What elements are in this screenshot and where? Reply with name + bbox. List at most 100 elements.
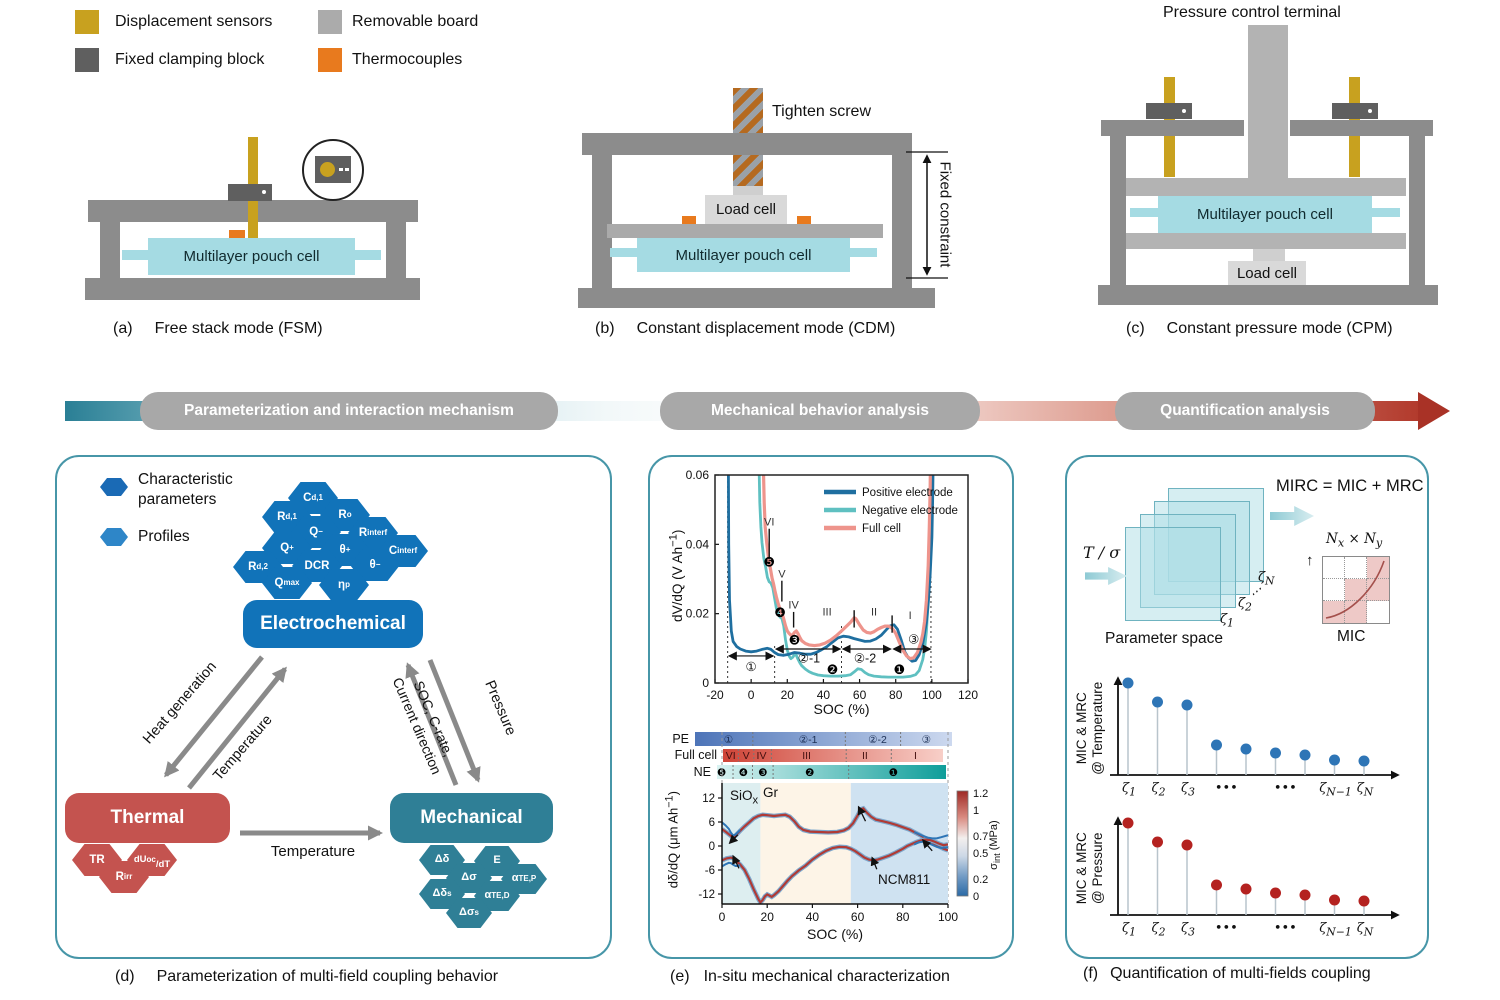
bar-name: NE bbox=[694, 765, 711, 779]
roman-label: II bbox=[871, 606, 877, 618]
chart-text: Full cell bbox=[862, 523, 901, 535]
colorbar-tick: 0.5 bbox=[973, 848, 988, 860]
mic-grid-cell bbox=[1345, 557, 1367, 579]
cdm-left-leg bbox=[592, 155, 612, 288]
cpm-pouch-cell: Multilayer pouch cell bbox=[1158, 196, 1372, 233]
cpm-top-bar-left bbox=[1101, 120, 1244, 136]
stem-chart-temperature bbox=[1110, 676, 1400, 780]
numbered-marker: ❺ bbox=[763, 555, 775, 570]
phase-bar-full-cell bbox=[723, 749, 943, 762]
arrow-line bbox=[870, 856, 880, 870]
stem-x-label: ••• bbox=[1214, 921, 1238, 936]
stem-x-label: ζN bbox=[1356, 921, 1374, 939]
cdm-fixed-constraint-label: Fixed constraint bbox=[936, 161, 954, 268]
mic-grid-cell bbox=[1323, 557, 1345, 579]
cdm-pouch-cell: Multilayer pouch cell bbox=[637, 238, 850, 272]
workflow-step-3: Quantification analysis bbox=[1115, 392, 1375, 430]
stem-dot bbox=[1240, 743, 1252, 755]
curve-upper-blue-end bbox=[913, 831, 948, 840]
stem-x-label: ζ3 bbox=[1181, 921, 1195, 939]
caption-d: (d) Parameterization of multi-field coupl… bbox=[115, 968, 498, 986]
cpm-clamping-block bbox=[1146, 103, 1192, 119]
caption-d-text: Parameterization of multi-field coupling… bbox=[156, 968, 499, 985]
cdm-right-leg bbox=[892, 155, 912, 288]
chart-text: -20 bbox=[706, 688, 724, 702]
bar-segment-label: ❸ bbox=[758, 767, 768, 779]
zeta-1-label: ζ1 bbox=[1220, 612, 1234, 630]
cpm-cell-tab bbox=[1130, 208, 1158, 217]
stem1-ylabel: MIC & MRC @ Temperature bbox=[1073, 681, 1105, 775]
legend-swatch-fixed-clamping-block bbox=[75, 48, 99, 72]
stem-dot bbox=[1152, 696, 1163, 708]
stem-dot bbox=[1122, 677, 1134, 689]
stem-dot bbox=[1122, 817, 1134, 829]
caption-b-text: Constant displacement mode (CDM) bbox=[636, 320, 896, 337]
workflow-arrowhead bbox=[1418, 392, 1450, 430]
fsm-cell-tab bbox=[122, 250, 150, 260]
chart-text: 60 bbox=[853, 688, 867, 702]
stem-dot bbox=[1211, 879, 1222, 891]
zeta-n-label: ζN bbox=[1258, 570, 1275, 588]
bar-segment-label: ③ bbox=[922, 734, 932, 746]
chart-text: 0.06 bbox=[686, 468, 710, 482]
chart2-annotation: NCM811 bbox=[878, 872, 931, 887]
colorbar-tick: 1.2 bbox=[973, 788, 988, 800]
cdm-load-cell: Load cell bbox=[705, 195, 787, 224]
numbered-marker: ❸ bbox=[789, 633, 801, 648]
mirc-equation: MIRC = MIC + MRC bbox=[1276, 477, 1424, 495]
caption-b: (b) Constant displacement mode (CDM) bbox=[595, 320, 895, 338]
stem2-ylabel: MIC & MRC @ Pressure bbox=[1073, 832, 1105, 905]
fsm-clamping-block bbox=[228, 184, 272, 201]
workflow-step-2: Mechanical behavior analysis bbox=[660, 392, 980, 430]
bar-name: Full cell bbox=[675, 748, 717, 762]
cpm-load-cell-neck bbox=[1253, 249, 1285, 261]
fsm-inset-circle bbox=[302, 139, 364, 201]
arrow-label-temperature-horizontal: Temperature bbox=[270, 843, 356, 860]
cpm-terminal-label: Pressure control terminal bbox=[1163, 4, 1341, 21]
stem-x-label: ζN−1 bbox=[1319, 781, 1352, 799]
fsm-inset-sensor-tip bbox=[320, 162, 335, 177]
chart-text: 12 bbox=[702, 793, 715, 805]
stem-x-label: ζN−1 bbox=[1319, 921, 1352, 939]
colorbar bbox=[956, 790, 969, 897]
bar-name: PE bbox=[672, 732, 689, 746]
chart2-annotation: SiOx bbox=[730, 788, 759, 807]
background-band bbox=[722, 783, 761, 904]
chart-text: 100 bbox=[922, 688, 942, 702]
stem-x-label: ζ2 bbox=[1151, 921, 1166, 939]
chart-text: 40 bbox=[817, 688, 831, 702]
block-dot bbox=[1368, 109, 1372, 113]
bar-segment-label: V bbox=[743, 750, 750, 762]
t-sigma-label: T / σ bbox=[1083, 543, 1121, 562]
stem-dot bbox=[1181, 699, 1193, 711]
plot-border bbox=[714, 474, 969, 684]
chart-text: 6 bbox=[709, 817, 715, 829]
fsm-thermocouple bbox=[229, 230, 245, 238]
chart-text: 120 bbox=[958, 688, 978, 702]
block-dot bbox=[1182, 109, 1186, 113]
stem-x-label: ζ1 bbox=[1122, 921, 1136, 939]
chart-text: 100 bbox=[938, 910, 958, 924]
bar-segment-label: II bbox=[862, 750, 868, 762]
cdm-cell-tab bbox=[610, 248, 638, 257]
stem-dot bbox=[1211, 739, 1222, 751]
region-label: ③ bbox=[908, 633, 919, 647]
legend-label: Fixed clamping block bbox=[115, 51, 265, 68]
cpm-right-leg bbox=[1409, 136, 1425, 286]
stem-dot bbox=[1181, 839, 1193, 851]
cdm-top-bar bbox=[582, 133, 912, 155]
cpm-left-leg bbox=[1110, 136, 1126, 286]
roman-label: V bbox=[778, 568, 786, 580]
legend-swatch-displacement-sensors bbox=[75, 10, 99, 34]
curve-upper-blue-start bbox=[722, 821, 741, 837]
caption-f: (f) Quantification of multi-fields coupli… bbox=[1083, 965, 1371, 983]
stem-dot bbox=[1270, 747, 1281, 759]
mic-grid-cell bbox=[1345, 579, 1367, 601]
x-axis-label: SOC (%) bbox=[814, 701, 870, 717]
chart-text: 60 bbox=[851, 910, 865, 924]
fsm-right-leg bbox=[386, 222, 406, 280]
phase-bar-pe bbox=[695, 732, 952, 746]
caption-e-text: In-situ mechanical characterization bbox=[703, 968, 950, 985]
stem-dot bbox=[1152, 836, 1163, 848]
bar-segment-label: ❺ bbox=[717, 767, 727, 779]
